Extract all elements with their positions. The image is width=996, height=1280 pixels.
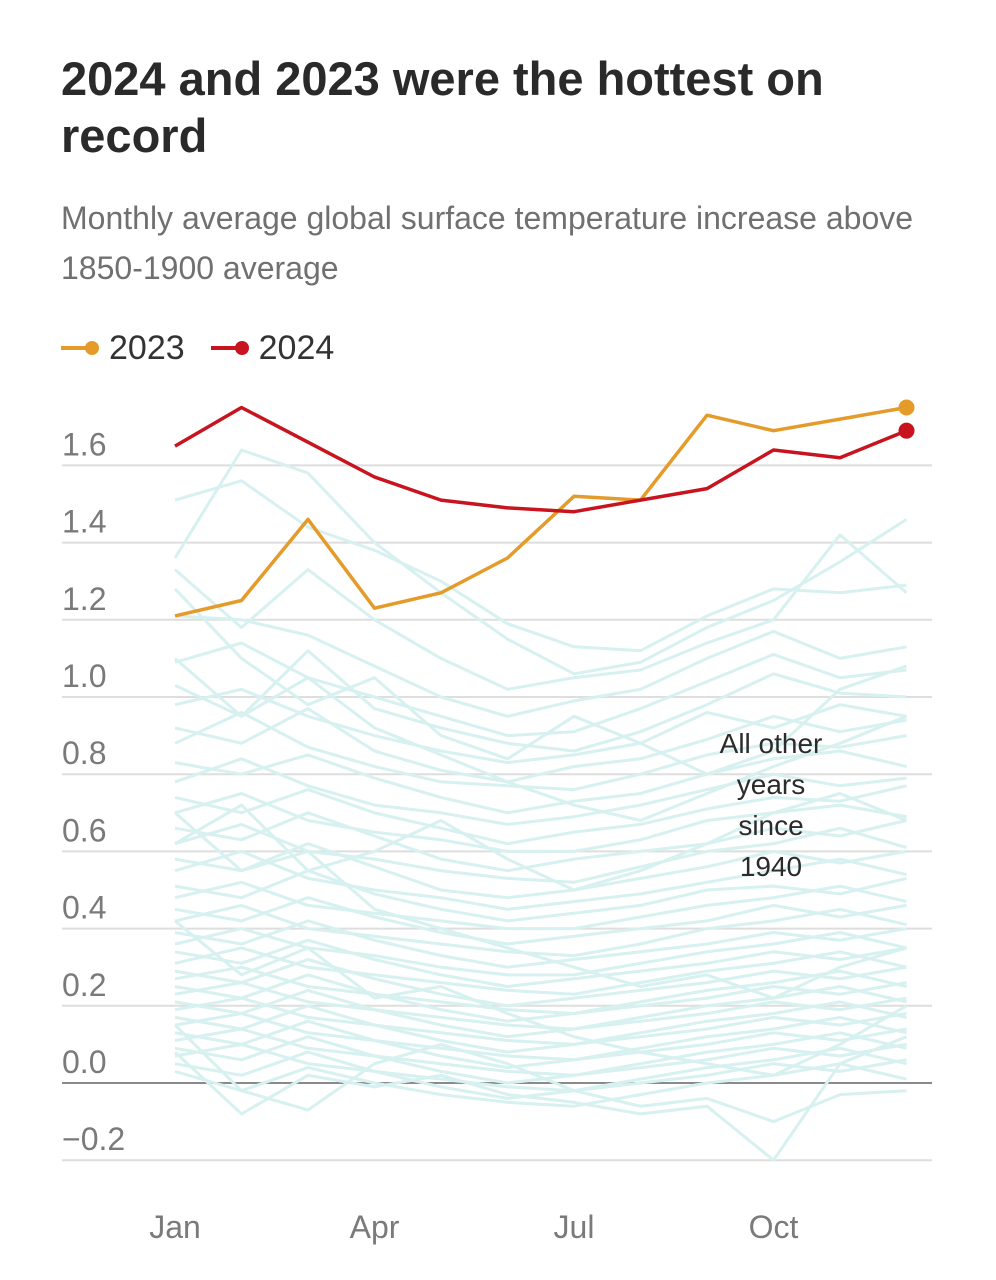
x-tick-label: Oct — [749, 1209, 799, 1245]
y-tick-label: 0.6 — [62, 812, 106, 848]
y-tick-label: 1.4 — [62, 504, 106, 540]
chart-subtitle: Monthly average global surface temperatu… — [61, 200, 914, 286]
background-year-line — [173, 448, 908, 676]
background-year-line — [174, 479, 907, 653]
background-year-line — [174, 710, 907, 792]
background-year-line — [174, 614, 907, 718]
background-year-line — [174, 811, 907, 873]
background-year-line — [174, 533, 908, 691]
background-year-line — [174, 649, 907, 753]
background-year-line — [174, 749, 907, 815]
background-year-line — [174, 1062, 907, 1108]
background-year-line — [174, 981, 907, 1031]
chart-title: 2024 and 2023 were the hottest on record — [61, 52, 824, 162]
background-year-line — [174, 1035, 907, 1085]
background-year-line — [174, 965, 907, 1015]
background-year-line — [173, 1024, 907, 1124]
legend-item-2024: 2024 — [210, 328, 335, 368]
highlight-series-lines — [174, 399, 915, 618]
x-tick-label: Apr — [350, 1209, 400, 1245]
background-year-line — [174, 869, 907, 923]
x-tick-label: Jul — [554, 1209, 595, 1245]
y-tick-label: 1.0 — [62, 658, 106, 694]
background-year-line — [174, 657, 908, 822]
series-end-marker-2024 — [898, 422, 915, 439]
y-tick-label: −0.2 — [62, 1121, 125, 1157]
x-axis-tick-labels: Jan Apr Jul Oct — [149, 1209, 798, 1245]
background-year-line — [174, 919, 908, 1077]
legend-label-2023: 2023 — [109, 328, 185, 367]
background-year-line — [173, 1035, 908, 1162]
y-tick-label: 0.0 — [62, 1044, 106, 1080]
annotation-line: years — [737, 769, 805, 800]
background-year-line — [174, 1027, 907, 1077]
background-year-line — [174, 641, 907, 738]
background-year-line — [174, 784, 907, 846]
background-year-line — [174, 1019, 907, 1070]
legend-swatch-2024 — [210, 341, 249, 355]
background-year-line — [173, 587, 907, 776]
annotation-line: 1940 — [740, 851, 802, 882]
legend: 2023 2024 — [61, 326, 360, 370]
y-tick-label: 0.2 — [62, 967, 106, 1003]
background-year-line — [174, 973, 907, 1023]
y-tick-label: 0.4 — [62, 890, 106, 926]
legend-swatch-2023 — [61, 341, 99, 355]
background-year-line — [174, 958, 907, 1008]
legend-item-2023: 2023 — [61, 329, 185, 368]
background-year-line — [174, 792, 908, 892]
annotation-line: All other — [720, 728, 823, 759]
y-tick-label: 0.8 — [62, 735, 106, 771]
x-tick-label: Jan — [149, 1209, 201, 1245]
background-year-line — [174, 707, 907, 784]
background-year-line — [174, 919, 907, 969]
background-year-line — [174, 842, 907, 900]
annotation-other-years: All other years since 1940 — [720, 728, 823, 882]
legend-label-2024: 2024 — [258, 328, 335, 367]
annotation-line: since — [738, 810, 803, 841]
background-year-line — [174, 988, 907, 1039]
background-year-line — [174, 1050, 907, 1100]
y-tick-label: 1.6 — [62, 426, 106, 462]
background-year-line — [174, 938, 907, 988]
y-axis-tick-labels: 1.6 1.4 1.2 1.0 0.8 0.6 0.4 0.2 0.0 −0.2 — [62, 426, 125, 1157]
background-year-lines — [173, 448, 908, 1162]
background-year-line — [174, 811, 907, 1000]
background-year-line — [174, 996, 907, 1046]
y-tick-label: 1.2 — [62, 581, 106, 617]
background-year-line — [174, 1012, 907, 1062]
series-end-marker-2023 — [898, 399, 915, 416]
background-year-line — [174, 757, 907, 826]
line-chart: 1.6 1.4 1.2 1.0 0.8 0.6 0.4 0.2 0.0 −0.2 Jan Apr Ju… — [62, 399, 932, 1245]
series-line-2024 — [174, 405, 908, 514]
background-year-line — [174, 1042, 907, 1093]
background-year-line — [174, 687, 907, 765]
background-year-line — [174, 896, 907, 946]
background-year-line — [174, 1004, 907, 1054]
series-line-2023 — [174, 405, 907, 618]
